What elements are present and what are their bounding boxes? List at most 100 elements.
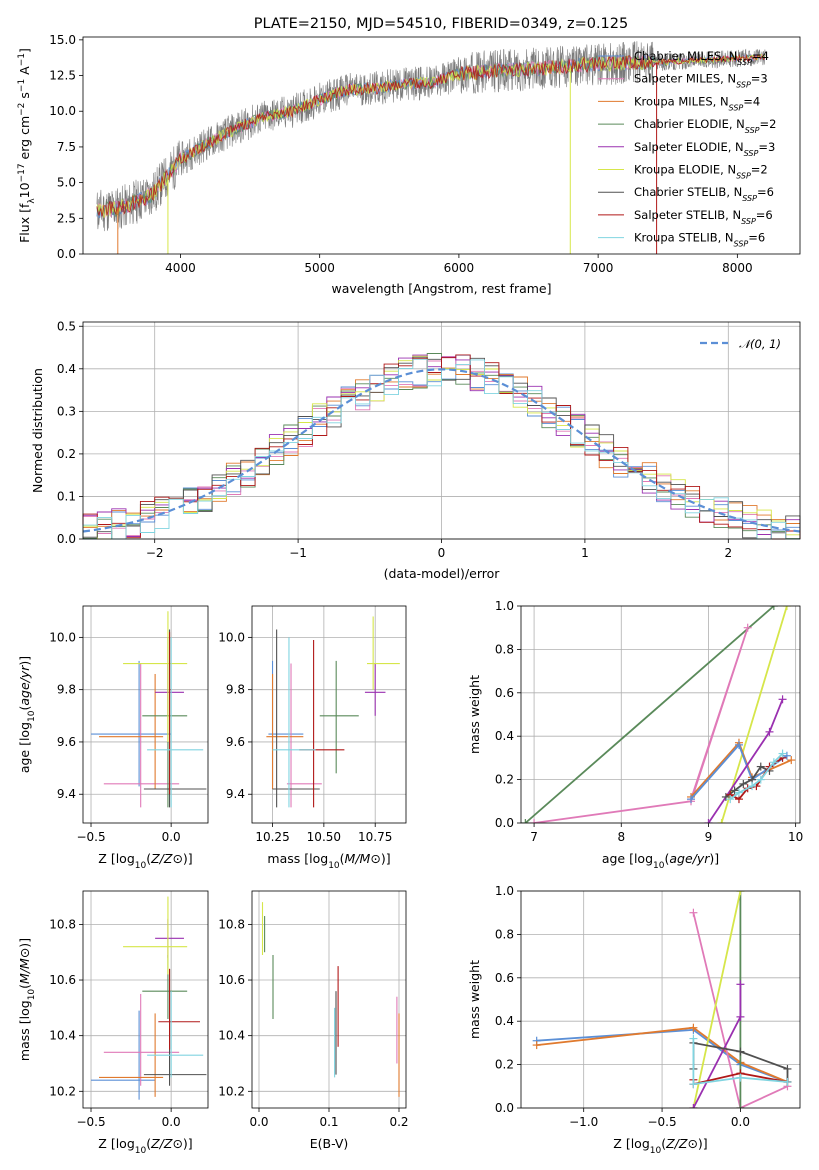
weight-marker-chabrier_stelib [736, 1047, 745, 1056]
spectrum-xlabel: wavelength [Angstrom, rest frame] [331, 281, 551, 296]
x-tick-label: −1 [289, 546, 307, 560]
errorbar-point-kroupa_elodie [366, 616, 400, 690]
y-tick-label: 0.4 [495, 1014, 514, 1028]
y-tick-label: 0.4 [57, 362, 76, 376]
errorbar-point-chabrier_miles [268, 660, 304, 787]
errorbar-point-kroupa_stelib [147, 991, 204, 1078]
errorbar-point-chabrier_stelib [143, 968, 207, 1086]
y-tick-label: 0.2 [57, 447, 76, 461]
weight-marker-salpeter_elodie [704, 819, 713, 823]
y-tick-label: 0.6 [495, 971, 514, 985]
y-tick-label: 0.0 [495, 816, 514, 830]
y-tick-label: 0.8 [495, 927, 514, 941]
weight-line-kroupa_elodie [692, 891, 742, 1108]
y-tick-label: 0.8 [495, 642, 514, 656]
weight-marker-kroupa_stelib [736, 1073, 745, 1082]
y-tick-label: 10.4 [218, 1029, 245, 1043]
y-tick-label: 1.0 [495, 884, 514, 898]
residuals-axes: −2 −1 0 1 2 0.0 0.1 0.2 0.3 0.4 0.5 (data-model)/er… [30, 319, 801, 581]
weight-marker-chabrier_elodie [521, 819, 530, 823]
spectrum-frame [82, 36, 801, 255]
x-tick-label: 1 [581, 546, 589, 560]
weight-marker-kroupa_stelib [769, 758, 778, 767]
mass_vs_Z-ylabel: mass [log10(M/M⊙)] [17, 938, 37, 1061]
legend-label-salpeter_elodie: Salpeter ELODIE, NSSP=3 [634, 140, 775, 158]
x-tick-label: 7000 [583, 261, 614, 275]
age_vs_Z-frame [82, 605, 209, 824]
y-tick-label: 0.3 [57, 404, 76, 418]
weight_vs_age-xlabel: age [log10(age/yr)] [602, 851, 719, 871]
spectrum-legend: Chabrier MILES, NSSP=4 Salpeter MILES, NS… [598, 49, 776, 248]
errorbar-point-salpeter_miles [103, 993, 180, 1086]
y-tick-label: 0.0 [57, 532, 76, 546]
x-tick-label: 10 [788, 830, 803, 844]
residual-hist-salpeter_stelib [82, 354, 801, 540]
weight-marker-kroupa_stelib [734, 788, 743, 797]
weight_vs_age-frame [520, 605, 801, 824]
weight-line-kroupa_stelib [729, 752, 784, 800]
errorbar-point-chabrier_miles [91, 1010, 156, 1100]
mass_vs_ebv-frame [251, 890, 407, 1109]
weight-marker-chabrier_stelib [721, 792, 730, 801]
x-tick-label: 0.0 [249, 1115, 268, 1129]
spectrum-model-salpeter_stelib [96, 53, 765, 217]
weight-marker-kroupa_elodie [736, 891, 745, 895]
weight-marker-kroupa_stelib [689, 1080, 698, 1089]
y-tick-label: 2.5 [57, 211, 76, 225]
spectrum-model-chabrier_elodie [96, 54, 765, 218]
y-tick-label: 10.6 [49, 973, 76, 987]
x-tick-label: −0.5 [647, 1115, 676, 1129]
weight-marker-salpeter_miles [743, 623, 752, 632]
weight_vs_age-axes: 7 8 9 10 0.0 0.2 0.4 0.6 0.8 1.0 age [log10(age/yr… [467, 599, 803, 871]
y-tick-label: 9.8 [226, 683, 245, 697]
x-tick-label: 8 [617, 830, 625, 844]
weight-marker-kroupa_stelib [756, 775, 765, 784]
x-tick-label: 10.25 [255, 830, 289, 844]
weight-line-chabrier_elodie [524, 606, 775, 823]
figure-title: PLATE=2150, MJD=54510, FIBERID=0349, z=0… [254, 16, 628, 32]
errorbar-point-salpeter_elodie [364, 663, 386, 716]
errorbar-point-chabrier_elodie [319, 660, 359, 774]
age_vs_Z-ylabel: age [log10(age/yr)] [17, 656, 37, 773]
weight_vs_Z-axes: −1.0 −0.5 0.0 0.0 0.2 0.4 0.6 0.8 1.0 Z [log10(Z/… [467, 884, 800, 1156]
x-tick-label: 0.0 [162, 1115, 181, 1129]
y-tick-label: 12.5 [49, 69, 76, 83]
age_vs_mass-xlabel: mass [log10(M/M⊙)] [267, 851, 390, 871]
legend-label-salpeter_miles: Salpeter MILES, NSSP=3 [634, 72, 768, 90]
weight-marker-chabrier_miles [687, 795, 696, 804]
y-tick-label: 10.8 [49, 917, 76, 931]
errorbar-point-kroupa_miles [266, 673, 304, 790]
weight_vs_Z-ylabel: mass weight [467, 960, 482, 1039]
errorbar-point-salpeter_miles [286, 663, 322, 808]
weight-marker-chabrier_elodie [769, 606, 778, 610]
residual-hist-kroupa_stelib [82, 358, 800, 540]
errorbar-point-chabrier_miles [91, 660, 172, 787]
errorbar-point-kroupa_stelib [147, 637, 204, 808]
mass_vs_ebv-xlabel: E(B-V) [310, 1136, 349, 1151]
weight-marker-salpeter_miles [689, 908, 698, 917]
spectrum-data [96, 41, 766, 232]
x-tick-label: 5000 [304, 261, 335, 275]
weight-marker-salpeter_elodie [689, 1104, 698, 1108]
residuals-ylabel: Normed distribution [30, 368, 45, 493]
spectrum-model-kroupa_elodie [96, 53, 765, 218]
weight-marker-kroupa_stelib [689, 1034, 698, 1043]
y-tick-label: 7.5 [57, 140, 76, 154]
weight_vs_Z-series [532, 891, 792, 1108]
normal-reference-curve [82, 368, 801, 533]
errorbar-point-salpeter_stelib [299, 639, 345, 808]
weight-line-kroupa_stelib [692, 1038, 788, 1086]
x-tick-label: 0.0 [731, 1115, 750, 1129]
errorbar-point-chabrier_stelib [272, 629, 320, 808]
x-tick-label: 7 [530, 830, 538, 844]
y-tick-label: 10.6 [218, 973, 245, 987]
weight-marker-kroupa_elodie [782, 606, 791, 610]
weight-marker-salpeter_miles [530, 819, 539, 823]
weight-marker-kroupa_stelib [783, 1077, 792, 1086]
x-tick-label: 6000 [444, 261, 475, 275]
age_vs_mass-axes: 10.25 10.50 10.75 9.4 9.6 9.8 10.0 mass [log10(… [218, 606, 406, 871]
y-tick-label: 10.0 [49, 104, 76, 118]
legend-label-normal: 𝒩(0, 1) [739, 337, 781, 351]
y-tick-label: 0.6 [495, 686, 514, 700]
weight-marker-kroupa_stelib [778, 749, 787, 758]
